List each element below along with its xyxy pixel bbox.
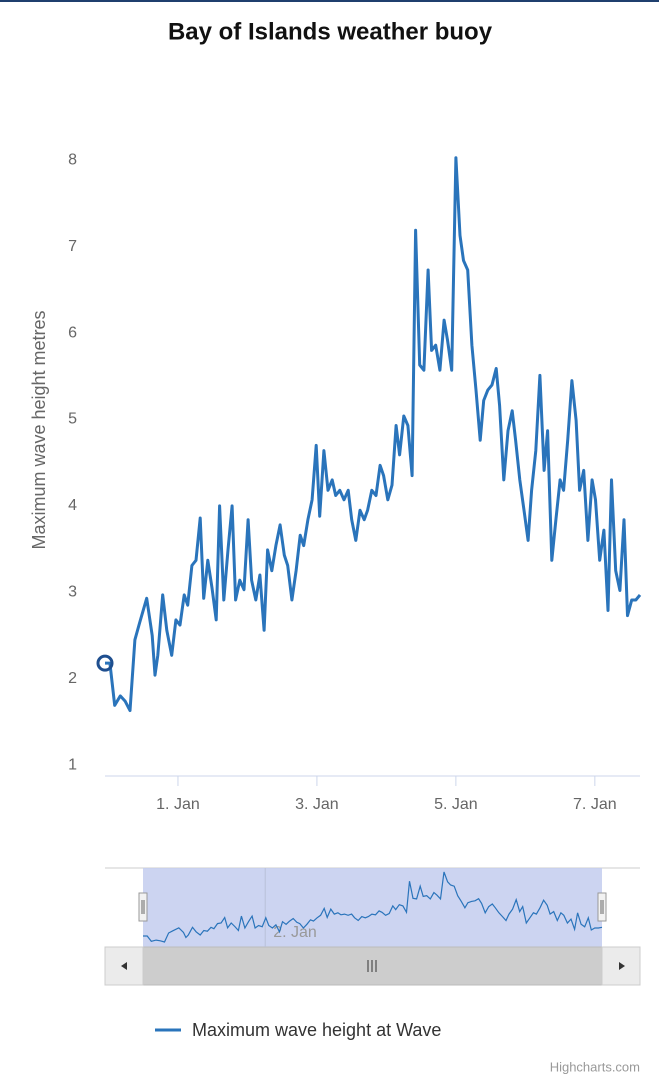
- y-axis-title: Maximum wave height metres: [29, 310, 49, 549]
- chart-title: Bay of Islands weather buoy: [168, 18, 493, 45]
- navigator-tick-label: 2. Jan: [273, 924, 317, 941]
- x-tick-label: 7. Jan: [573, 796, 617, 813]
- y-tick-label: 7: [68, 238, 77, 255]
- scrollbar-left-arrow: [121, 962, 127, 970]
- top-border: [0, 0, 659, 2]
- credits[interactable]: Highcharts.com: [550, 1059, 640, 1074]
- y-tick-label: 3: [68, 583, 77, 600]
- x-tick-label: 1. Jan: [156, 796, 200, 813]
- navigator-mask: [143, 868, 602, 947]
- hover-marker: [96, 654, 114, 672]
- x-tick-label: 5. Jan: [434, 796, 478, 813]
- x-tick-label: 3. Jan: [295, 796, 339, 813]
- scrollbar-right-button[interactable]: [601, 946, 641, 986]
- y-tick-label: 5: [68, 411, 77, 428]
- navigator-line: [143, 871, 603, 943]
- scrollbar-right-arrow: [619, 962, 625, 970]
- legend-label[interactable]: Maximum wave height at Wave: [192, 1020, 441, 1040]
- scrollbar-grip: [367, 960, 377, 972]
- y-tick-label: 6: [68, 324, 77, 341]
- navigator-handle[interactable]: [138, 892, 148, 922]
- y-tick-label: 4: [68, 497, 77, 514]
- y-tick-label: 8: [68, 151, 77, 168]
- y-tick-label: 1: [68, 756, 77, 773]
- series-line: [105, 156, 642, 713]
- y-tick-label: 2: [68, 670, 77, 687]
- navigator-handle[interactable]: [597, 892, 607, 922]
